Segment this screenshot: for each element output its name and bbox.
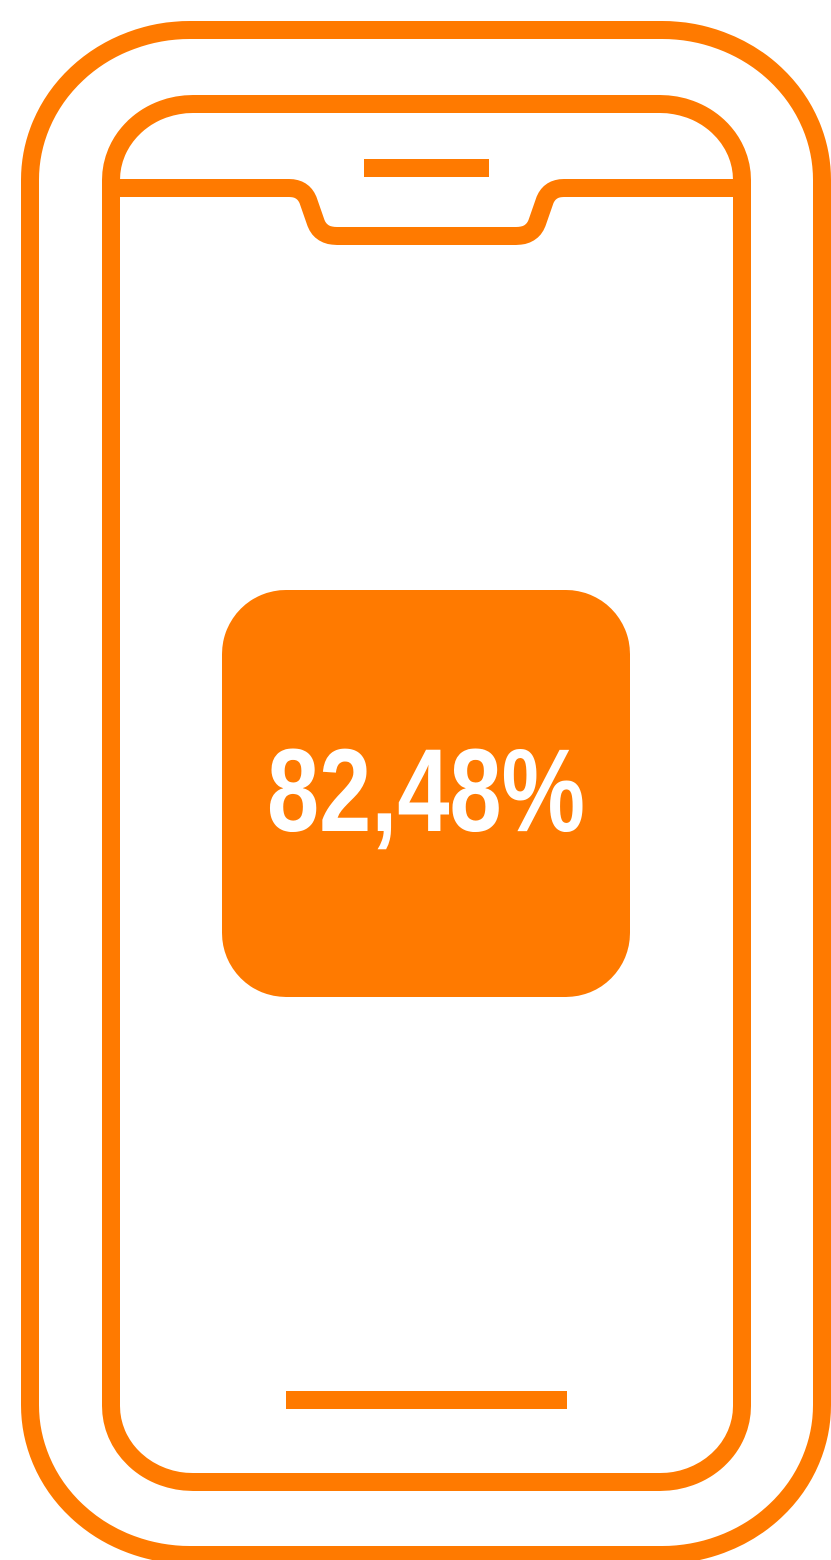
screen-notch [111,179,742,245]
value-badge [222,590,630,997]
phone-screen [102,95,751,1491]
percentage-label: 82,48% [267,725,585,857]
phone-body [21,21,831,1560]
